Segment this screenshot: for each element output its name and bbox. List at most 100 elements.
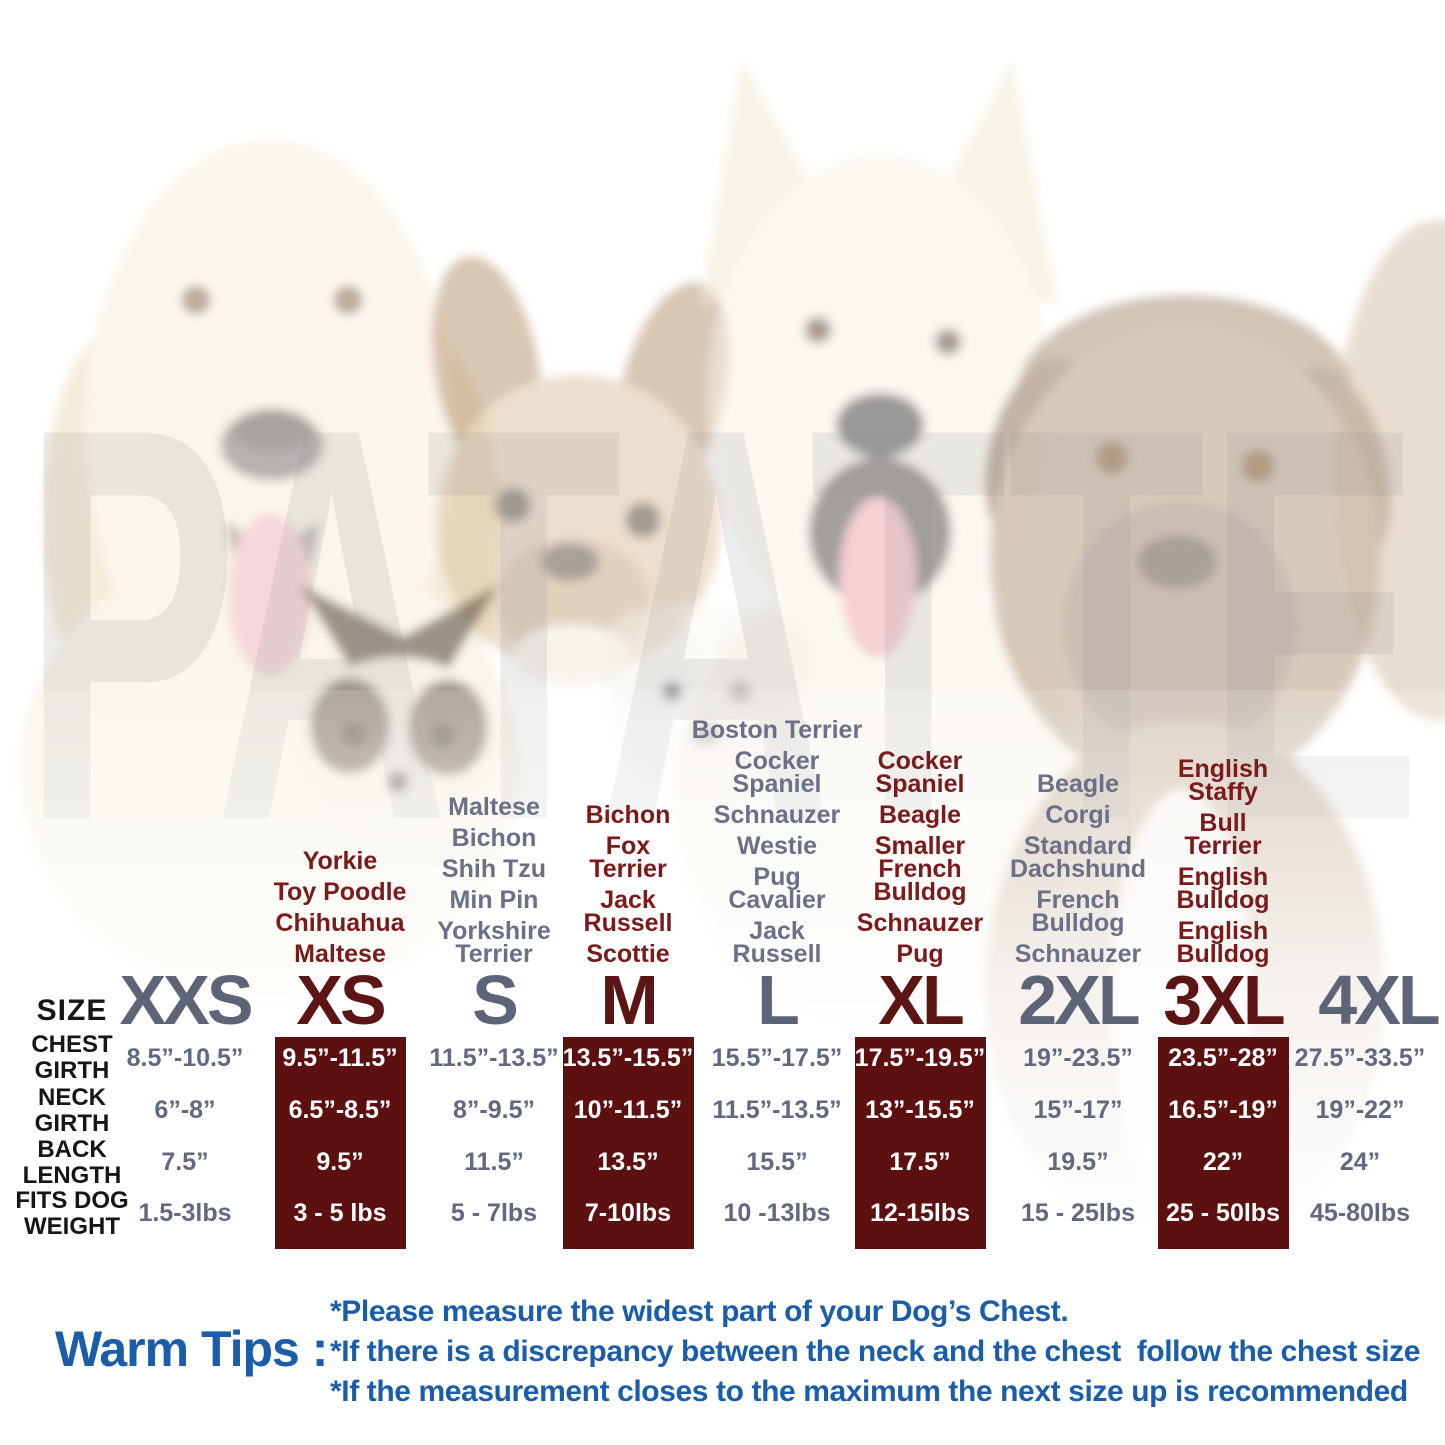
breed-entry: Fox Terrier xyxy=(589,832,667,883)
chest-girth-xs: 9.5”-11.5” xyxy=(282,1044,398,1072)
breed-entry: Beagle xyxy=(1037,770,1119,798)
weight-3xl: 25 - 50lbs xyxy=(1166,1199,1280,1227)
size-label-xl: XL xyxy=(878,961,964,1039)
chest-girth-m: 13.5”-15.5” xyxy=(562,1044,694,1072)
back-length-m: 13.5” xyxy=(597,1148,659,1176)
breed-entry: Standard Dachshund xyxy=(1009,832,1147,883)
weight-m: 7-10lbs xyxy=(584,1199,672,1227)
breed-entry: Schnauzer xyxy=(856,909,984,937)
back-length-xs: 9.5” xyxy=(316,1148,364,1176)
breed-entry: Yorkie xyxy=(302,847,378,875)
breed-entry: English Bulldog xyxy=(1176,863,1270,914)
highlight-box-xs xyxy=(275,1037,406,1249)
breed-entry: Maltese xyxy=(294,940,386,968)
dog-right-edge xyxy=(1333,220,1445,720)
highlight-box-xl xyxy=(855,1037,986,1249)
breed-list-s: Maltese Bichon Shih Tzu Min Pin Yorkshire Ter… xyxy=(394,793,594,968)
size-label-xs: XS xyxy=(296,961,386,1039)
neck-girth-xl: 13”-15.5” xyxy=(865,1096,975,1124)
chest-girth-l: 15.5”-17.5” xyxy=(711,1044,843,1072)
row-label-size: SIZE xyxy=(36,994,108,1027)
breed-entry: Schnauzer xyxy=(713,801,841,829)
breed-entry: Boston Terrier xyxy=(691,716,863,744)
breed-entry: Yorkshire Terrier xyxy=(437,917,551,968)
size-label-3xl: 3XL xyxy=(1163,961,1285,1039)
chest-girth-2xl: 19”-23.5” xyxy=(1023,1044,1133,1072)
neck-girth-m: 10”-11.5” xyxy=(573,1096,683,1124)
breed-entry: Shih Tzu xyxy=(441,855,547,883)
size-label-xxs: XXS xyxy=(119,961,253,1039)
neck-girth-s: 8”-9.5” xyxy=(453,1096,535,1124)
weight-xl: 12-15lbs xyxy=(869,1199,971,1227)
breed-list-m: Bichon Fox Terrier Jack Russell Scottie xyxy=(528,801,728,968)
neck-girth-xs: 6.5”-8.5” xyxy=(288,1096,392,1124)
warm-tip-3: *If the measurement closes to the maximu… xyxy=(330,1375,1408,1408)
highlight-box-m xyxy=(563,1037,694,1249)
breed-list-3xl: English Staffy Bull Terrier English Bulldog En… xyxy=(1123,755,1323,968)
breed-list-2xl: Beagle Corgi Standard Dachshund French Bulldo… xyxy=(978,770,1178,968)
neck-girth-4xl: 19”-22” xyxy=(1315,1096,1405,1124)
size-label-2xl: 2XL xyxy=(1018,961,1140,1039)
back-length-l: 15.5” xyxy=(746,1148,808,1176)
breed-entry: Bichon xyxy=(451,824,537,852)
chest-girth-xxs: 8.5”-10.5” xyxy=(126,1044,244,1072)
size-label-l: L xyxy=(757,961,800,1039)
row-label-chest-girth: CHEST GIRTH xyxy=(31,1031,113,1084)
breed-entry: French Bulldog xyxy=(1031,886,1125,937)
breed-entry: Jack Russell xyxy=(732,917,822,968)
breed-entry: Pug xyxy=(896,940,944,968)
back-length-s: 11.5” xyxy=(464,1148,524,1176)
weight-xxs: 1.5-3lbs xyxy=(138,1199,232,1227)
highlight-box-3xl xyxy=(1158,1037,1289,1249)
size-label-4xl: 4XL xyxy=(1318,961,1440,1039)
chest-girth-3xl: 23.5”-28” xyxy=(1168,1044,1278,1072)
breed-entry: Cocker Spaniel xyxy=(732,747,822,798)
breed-entry: Bull Terrier xyxy=(1184,809,1262,860)
warm-tips-heading: Warm Tips : xyxy=(55,1321,328,1377)
dog-french-bulldog xyxy=(432,256,730,685)
weight-2xl: 15 - 25lbs xyxy=(1021,1199,1135,1227)
chest-girth-4xl: 27.5”-33.5” xyxy=(1294,1044,1426,1072)
warm-tip-2: *If there is a discrepancy between the n… xyxy=(330,1335,1421,1368)
size-label-s: S xyxy=(472,961,519,1039)
breed-entry: Schnauzer xyxy=(1014,940,1142,968)
chest-girth-xl: 17.5”-19.5” xyxy=(854,1044,986,1072)
breed-list-l: Boston Terrier Cocker Spaniel Schnauzer West… xyxy=(677,716,877,968)
weight-l: 10 -13lbs xyxy=(723,1199,831,1227)
breed-list-xs: Yorkie Toy Poodle Chihuahua Maltese xyxy=(240,847,440,968)
back-length-3xl: 22” xyxy=(1202,1148,1244,1176)
row-label-fits-dog-weight: FITS DOG WEIGHT xyxy=(15,1187,129,1240)
back-length-2xl: 19.5” xyxy=(1047,1148,1109,1176)
breed-entry: Cocker Spaniel xyxy=(875,747,965,798)
breed-entry: Bichon xyxy=(585,801,671,829)
breed-entry: Min Pin xyxy=(449,886,539,914)
row-label-neck-girth: NECK GIRTH xyxy=(34,1084,110,1137)
breed-entry: Corgi xyxy=(1045,801,1111,829)
breed-entry: Pug Cavalier xyxy=(728,863,826,914)
back-length-xl: 17.5” xyxy=(889,1148,951,1176)
row-label-back-length: BACK LENGTH xyxy=(22,1136,122,1189)
weight-s: 5 - 7lbs xyxy=(450,1199,538,1227)
size-label-m: M xyxy=(600,961,658,1039)
neck-girth-3xl: 16.5”-19” xyxy=(1168,1096,1278,1124)
breed-entry: English Staffy xyxy=(1177,755,1269,806)
weight-4xl: 45-80lbs xyxy=(1309,1199,1411,1227)
neck-girth-xxs: 6”-8” xyxy=(154,1096,216,1124)
breed-entry: Scottie xyxy=(586,940,670,968)
breed-entry: Maltese xyxy=(448,793,540,821)
neck-girth-2xl: 15”-17” xyxy=(1033,1096,1123,1124)
breed-entry: Jack Russell xyxy=(583,886,673,937)
warm-tip-1: *Please measure the widest part of your … xyxy=(330,1295,1069,1328)
breed-entry: Chihuahua xyxy=(275,909,405,937)
back-length-4xl: 24” xyxy=(1339,1148,1381,1176)
breed-entry: English Bulldog xyxy=(1176,917,1270,968)
weight-xs: 3 - 5 lbs xyxy=(293,1199,387,1227)
breed-entry: Westie xyxy=(736,832,818,860)
breed-entry: Smaller French Bulldog xyxy=(873,832,967,906)
neck-girth-l: 11.5”-13.5” xyxy=(712,1096,842,1124)
breed-list-xl: Cocker Spaniel Beagle Smaller French Bulldog S… xyxy=(820,747,1020,968)
back-length-xxs: 7.5” xyxy=(161,1148,209,1176)
breed-entry: Toy Poodle xyxy=(273,878,407,906)
breed-entry: Beagle xyxy=(879,801,961,829)
